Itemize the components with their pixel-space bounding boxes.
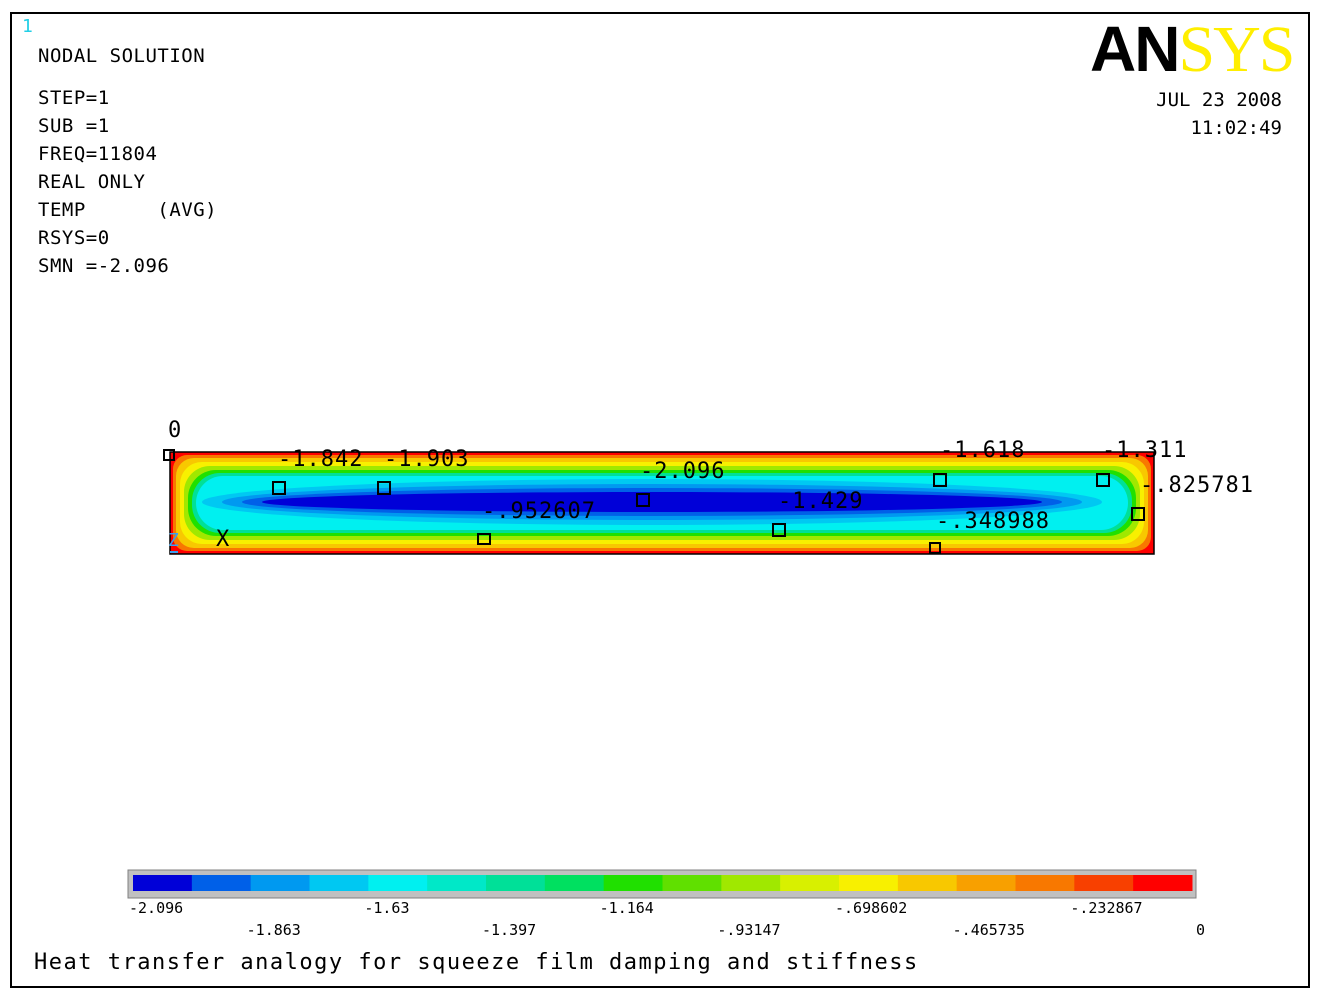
sub-label: SUB =1: [38, 115, 110, 137]
legend-swatch: [250, 875, 310, 891]
node-marker: [1131, 507, 1145, 521]
legend-swatch: [544, 875, 605, 891]
plot-title: NODAL SOLUTION: [38, 45, 206, 67]
node-label: -1.842: [278, 447, 363, 472]
legend-swatch: [780, 875, 840, 891]
node-label: -.952607: [482, 499, 596, 524]
node-label: -1.618: [940, 438, 1025, 463]
legend-bar: [127, 869, 1197, 899]
node-marker: [163, 449, 175, 461]
node-label: -1.429: [778, 489, 863, 514]
plot-subtitle: Heat transfer analogy for squeeze film d…: [34, 950, 919, 975]
node-marker: [929, 542, 941, 554]
legend-swatch: [1074, 875, 1134, 891]
node-marker: [477, 533, 491, 545]
node-label: -1.903: [384, 447, 469, 472]
triad-x-label: X: [216, 527, 230, 552]
origin-label: 0: [168, 418, 182, 443]
legend-swatch: [662, 875, 722, 891]
legend-label: -2.096: [129, 899, 183, 917]
legend-label: -1.397: [482, 921, 536, 939]
logo-an: AN: [1090, 13, 1180, 85]
node-marker: [636, 493, 650, 507]
freq-label: FREQ=11804: [38, 143, 158, 165]
time-label: 11:02:49: [1190, 117, 1282, 139]
legend-swatch: [603, 875, 663, 891]
logo-sys: SYS: [1178, 13, 1295, 86]
legend-swatch: [368, 875, 428, 891]
legend-swatch: [133, 875, 193, 891]
legend-label: -.698602: [835, 899, 907, 917]
node-marker: [772, 523, 786, 537]
legend-swatch: [897, 875, 958, 891]
legend-label: -.232867: [1070, 899, 1142, 917]
graphics-window: 1 NODAL SOLUTION STEP=1 SUB =1 FREQ=1180…: [10, 12, 1310, 988]
plate-contours: [170, 452, 1154, 554]
legend-swatch: [486, 875, 546, 891]
node-label: -1.311: [1102, 438, 1187, 463]
node-marker: [1096, 473, 1110, 487]
rsys-label: RSYS=0: [38, 227, 110, 249]
legend-swatch: [1133, 875, 1193, 891]
node-marker: [377, 481, 391, 495]
triad-z-label: Z: [168, 530, 179, 551]
node-marker: [933, 473, 947, 487]
legend-labels-bottom: -1.863 -1.397 -.93147 -.465735 0: [247, 921, 1205, 939]
legend-labels-top: -2.096 -1.63 -1.164 -.698602 -.232867: [129, 899, 1143, 917]
step-label: STEP=1: [38, 87, 110, 109]
window-number: 1: [22, 16, 33, 37]
legend-swatch: [839, 875, 899, 891]
date-label: JUL 23 2008: [1156, 89, 1282, 111]
legend-swatch: [956, 875, 1016, 891]
legend-label: -1.863: [247, 921, 301, 939]
legend-swatches: [133, 875, 1193, 891]
node-markers: [163, 449, 1145, 554]
node-label: -2.096: [640, 459, 725, 484]
plate-outline: [169, 451, 1155, 555]
real-label: REAL ONLY: [38, 171, 146, 193]
legend-swatch: [309, 875, 369, 891]
legend-label: -.465735: [953, 921, 1025, 939]
legend-swatch: [721, 875, 781, 891]
node-label: -.348988: [936, 509, 1050, 534]
temp-label: TEMP (AVG): [38, 199, 218, 221]
legend-label: -.93147: [717, 921, 780, 939]
legend-swatch: [1015, 875, 1075, 891]
legend-swatch: [191, 875, 252, 891]
smn-label: SMN =-2.096: [38, 255, 170, 277]
legend-swatch: [427, 875, 487, 891]
legend-label: 0: [1196, 921, 1205, 939]
legend-label: -1.63: [364, 899, 409, 917]
ansys-logo: ANSYS: [1090, 13, 1296, 86]
legend-label: -1.164: [600, 899, 654, 917]
contour-plot: 0 -1.842 -1.903 -2.096 -.952607 -1.429 -…: [127, 418, 1254, 939]
node-label: -.825781: [1140, 473, 1254, 498]
node-marker: [272, 481, 286, 495]
